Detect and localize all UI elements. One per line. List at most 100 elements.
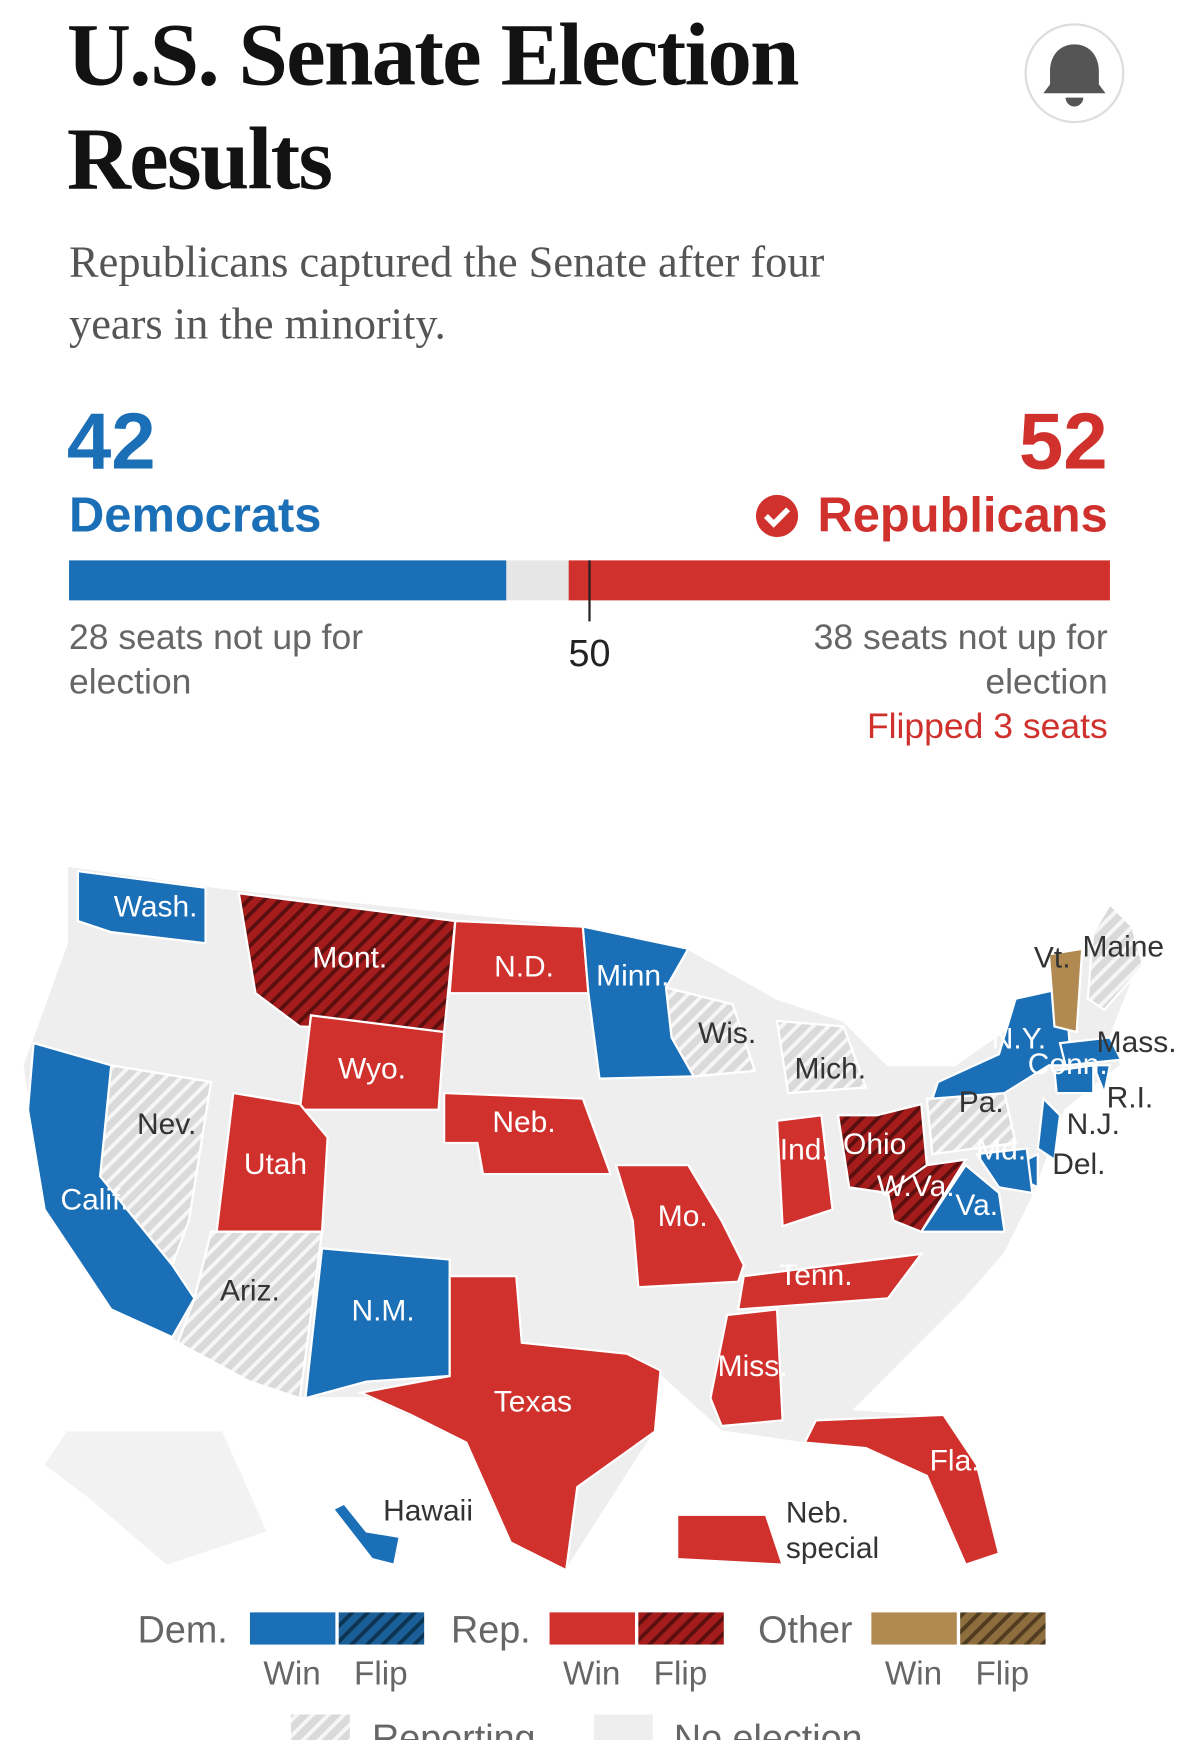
state-label: Mich. xyxy=(795,1053,867,1086)
legend-swatch xyxy=(960,1612,1046,1645)
state-shape xyxy=(1036,1096,1062,1162)
rep-note: election xyxy=(985,662,1107,702)
state-shape xyxy=(614,1164,745,1289)
state-shape xyxy=(775,1114,834,1228)
seat-bar: 50 xyxy=(69,560,1110,674)
state-label: Wis. xyxy=(698,1017,756,1050)
legend-status: Reporting xyxy=(372,1717,536,1740)
state-shape xyxy=(1053,1064,1095,1095)
majority-label: 50 xyxy=(569,632,611,674)
state-label: R.I. xyxy=(1107,1081,1154,1114)
check-mark xyxy=(763,507,791,528)
state-label: N.M. xyxy=(351,1295,414,1328)
bell-icon[interactable] xyxy=(1043,44,1106,107)
state-label: Pa. xyxy=(959,1086,1004,1119)
alaska xyxy=(44,1431,267,1565)
rep-seat-count: 52 xyxy=(1019,396,1108,485)
dem-seat-count: 42 xyxy=(67,396,156,485)
title-line: U.S. Senate Election xyxy=(67,6,799,104)
rep-bar xyxy=(568,560,1110,601)
dem-bar xyxy=(69,560,507,601)
state-shape xyxy=(76,869,207,945)
state-label: Va. xyxy=(955,1189,998,1222)
subtitle-line: Republicans captured the Senate after fo… xyxy=(69,236,825,286)
legend-flip: Flip xyxy=(975,1656,1029,1693)
state-label: Ohio xyxy=(843,1128,906,1161)
us-map: Wash. Mont. N.D. Minn. Wis. Mich. Wyo. Neb. Nev.… xyxy=(21,864,1177,1572)
state-label: Minn. xyxy=(596,959,669,992)
state-label: Neb. xyxy=(492,1106,555,1139)
state-label: special xyxy=(786,1532,879,1565)
dem-label: Democrats xyxy=(69,489,321,543)
rep-note: 38 seats not up for xyxy=(814,617,1108,657)
legend-swatch xyxy=(638,1612,724,1645)
state-shape xyxy=(304,1247,451,1400)
state-label: Mass. xyxy=(1097,1026,1177,1059)
legend-swatch xyxy=(290,1714,350,1740)
state-shape xyxy=(676,1513,785,1566)
legend-flip: Flip xyxy=(354,1656,408,1693)
legend-party: Rep. xyxy=(451,1608,531,1650)
state-label: N.J. xyxy=(1067,1108,1120,1141)
legend-swatch xyxy=(549,1612,635,1645)
state-shape xyxy=(664,986,757,1078)
state-label: Mont. xyxy=(312,942,387,975)
title-line: Results xyxy=(67,111,332,209)
rep-flipped: Flipped 3 seats xyxy=(867,706,1108,746)
legend-win: Win xyxy=(885,1656,942,1693)
state-shape xyxy=(803,1413,1001,1567)
state-label: Maine xyxy=(1082,931,1164,964)
state-label: Utah xyxy=(244,1148,307,1181)
state-shape xyxy=(886,1158,968,1234)
state-label: Ariz. xyxy=(220,1275,280,1308)
state-label: Wash. xyxy=(114,891,198,924)
state-label: Miss. xyxy=(718,1350,788,1383)
state-shape xyxy=(357,1275,662,1572)
state-shape xyxy=(736,1252,924,1311)
state-label: Wyo. xyxy=(338,1053,406,1086)
legend-swatch xyxy=(338,1612,425,1645)
legend-party: Dem. xyxy=(138,1608,228,1650)
state-label: W.Va. xyxy=(877,1170,955,1203)
state-shape xyxy=(1058,1036,1123,1067)
state-label: Ind. xyxy=(780,1134,830,1167)
notification-button[interactable] xyxy=(1024,23,1125,124)
state-label: Vt. xyxy=(1034,942,1071,975)
state-shape xyxy=(775,1019,868,1095)
legend-swatch xyxy=(249,1612,336,1645)
rep-label: Republicans xyxy=(817,489,1107,543)
legend-swatch xyxy=(871,1612,957,1645)
state-label: N.Y. xyxy=(992,1023,1046,1056)
state-label: Fla. xyxy=(930,1444,980,1477)
legend-win: Win xyxy=(563,1656,620,1693)
legend-party: Other xyxy=(758,1608,852,1650)
state-label: Tenn. xyxy=(779,1259,852,1292)
winner-check xyxy=(755,494,799,538)
state-label: Texas xyxy=(494,1386,572,1419)
state-shape xyxy=(26,1041,196,1339)
state-label: Calif. xyxy=(60,1184,128,1217)
state-label: Nev. xyxy=(137,1108,196,1141)
legend-swatch xyxy=(593,1714,653,1740)
subtitle-line: years in the minority. xyxy=(69,298,446,348)
state-label: Del. xyxy=(1052,1148,1105,1181)
state-shape xyxy=(1091,1064,1112,1097)
legend-win: Win xyxy=(263,1656,320,1693)
state-label: Hawaii xyxy=(383,1494,473,1527)
state-shape xyxy=(919,1163,1006,1233)
legend: Dem. Win Flip Rep. Win Flip Other Win Flip Report… xyxy=(138,1608,1046,1740)
state-label: Md. xyxy=(976,1134,1026,1167)
state-label: Mo. xyxy=(658,1200,708,1233)
dem-note: 28 seats not up for xyxy=(69,617,363,657)
state-shape xyxy=(176,1230,324,1400)
legend-status: No election xyxy=(674,1717,863,1740)
state-shape xyxy=(443,1091,613,1176)
legend-flip: Flip xyxy=(654,1656,708,1693)
state-shape xyxy=(215,1091,329,1233)
state-shape xyxy=(331,1502,402,1567)
state-shape xyxy=(1047,947,1084,1034)
dem-note: election xyxy=(69,662,191,702)
state-shape xyxy=(709,1308,784,1428)
